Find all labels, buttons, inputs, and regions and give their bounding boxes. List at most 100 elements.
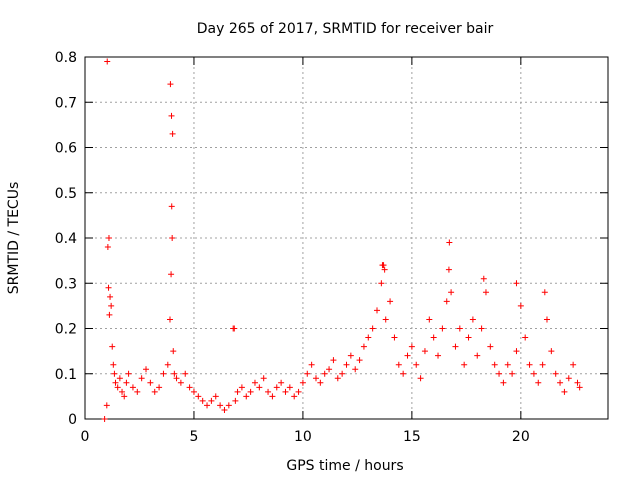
data-point	[111, 370, 118, 377]
data-point	[166, 316, 173, 323]
data-point	[461, 361, 468, 368]
data-point	[576, 384, 583, 391]
data-point	[105, 235, 112, 241]
data-point	[408, 343, 415, 350]
data-point	[265, 388, 272, 395]
x-tick-label: 20	[512, 429, 530, 445]
data-point	[400, 370, 407, 377]
data-point	[225, 402, 232, 409]
data-point	[232, 397, 239, 404]
data-point	[168, 112, 175, 119]
data-point	[352, 366, 359, 373]
data-point	[365, 334, 372, 341]
data-point	[443, 298, 450, 305]
data-point	[445, 266, 452, 273]
data-point	[347, 352, 354, 359]
data-point	[308, 361, 315, 368]
data-point	[469, 316, 476, 323]
data-point	[574, 379, 581, 386]
data-point	[478, 325, 485, 332]
data-point	[448, 289, 455, 296]
data-point	[465, 334, 472, 341]
data-point	[530, 370, 537, 377]
data-point	[522, 334, 529, 341]
data-point	[421, 348, 428, 355]
data-point	[167, 81, 174, 88]
data-point	[123, 379, 130, 386]
data-point	[456, 325, 463, 332]
data-point	[557, 379, 564, 386]
data-point	[517, 302, 524, 309]
data-point	[269, 393, 276, 400]
data-point	[304, 370, 311, 377]
data-point	[439, 325, 446, 332]
data-point	[221, 406, 228, 413]
data-points	[101, 58, 583, 422]
data-point	[143, 366, 150, 373]
data-point	[103, 402, 110, 409]
data-point	[541, 289, 548, 296]
data-point	[452, 343, 459, 350]
data-point	[326, 366, 333, 373]
data-point	[552, 370, 559, 377]
x-tick-label: 10	[294, 429, 312, 445]
data-point	[291, 393, 298, 400]
data-point	[147, 379, 154, 386]
data-point	[170, 348, 177, 355]
data-point	[413, 361, 420, 368]
data-point	[446, 239, 453, 246]
grid-lines	[85, 57, 608, 419]
data-point	[395, 361, 402, 368]
data-point	[212, 393, 219, 400]
y-tick-label: 0.8	[55, 50, 77, 66]
data-point	[404, 352, 411, 359]
data-point	[539, 361, 546, 368]
data-point	[217, 402, 224, 409]
data-point	[430, 334, 437, 341]
data-point	[190, 388, 197, 395]
data-point	[247, 388, 254, 395]
data-point	[101, 416, 108, 422]
y-axis-label: SRMTID / TECUs	[6, 182, 22, 295]
data-point	[339, 370, 346, 377]
data-point	[487, 343, 494, 350]
data-point	[570, 361, 577, 368]
data-point	[321, 370, 328, 377]
data-point	[548, 348, 555, 355]
data-point	[114, 384, 121, 391]
data-point	[278, 379, 285, 386]
data-point	[426, 316, 433, 323]
data-point	[256, 384, 263, 391]
data-point	[561, 388, 568, 395]
data-point	[343, 361, 350, 368]
data-point	[109, 343, 116, 350]
data-point	[251, 379, 258, 386]
data-point	[273, 384, 280, 391]
data-point	[156, 384, 163, 391]
data-point	[151, 388, 158, 395]
y-tick-label: 0.2	[55, 322, 77, 338]
data-point	[171, 370, 178, 377]
data-point	[125, 370, 132, 377]
data-point	[160, 370, 167, 377]
data-point	[360, 343, 367, 350]
data-point	[121, 393, 128, 400]
data-point	[369, 325, 376, 332]
data-point	[282, 388, 289, 395]
data-point	[381, 266, 388, 273]
data-point	[199, 397, 206, 404]
data-point	[107, 293, 114, 300]
data-point	[169, 130, 176, 137]
data-point	[379, 262, 386, 269]
y-tick-label: 0.7	[55, 95, 77, 111]
data-point	[110, 361, 117, 368]
data-point	[168, 203, 175, 210]
data-point	[312, 375, 319, 382]
y-tick-label: 0.1	[55, 367, 77, 383]
y-tick-label: 0.6	[55, 141, 77, 157]
data-point	[299, 379, 306, 386]
data-point	[134, 388, 141, 395]
data-point	[330, 357, 337, 364]
data-point	[565, 375, 572, 382]
